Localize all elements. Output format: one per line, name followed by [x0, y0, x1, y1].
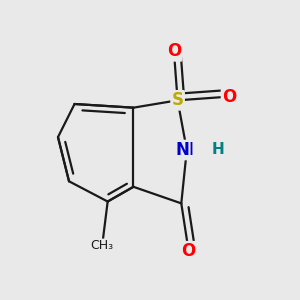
Text: H: H — [212, 142, 224, 158]
Text: S: S — [172, 91, 184, 109]
Text: CH₃: CH₃ — [91, 239, 114, 252]
Text: N: N — [180, 141, 194, 159]
Text: O: O — [182, 242, 196, 260]
Text: N: N — [176, 141, 190, 159]
Text: O: O — [167, 42, 181, 60]
Text: O: O — [222, 88, 236, 106]
